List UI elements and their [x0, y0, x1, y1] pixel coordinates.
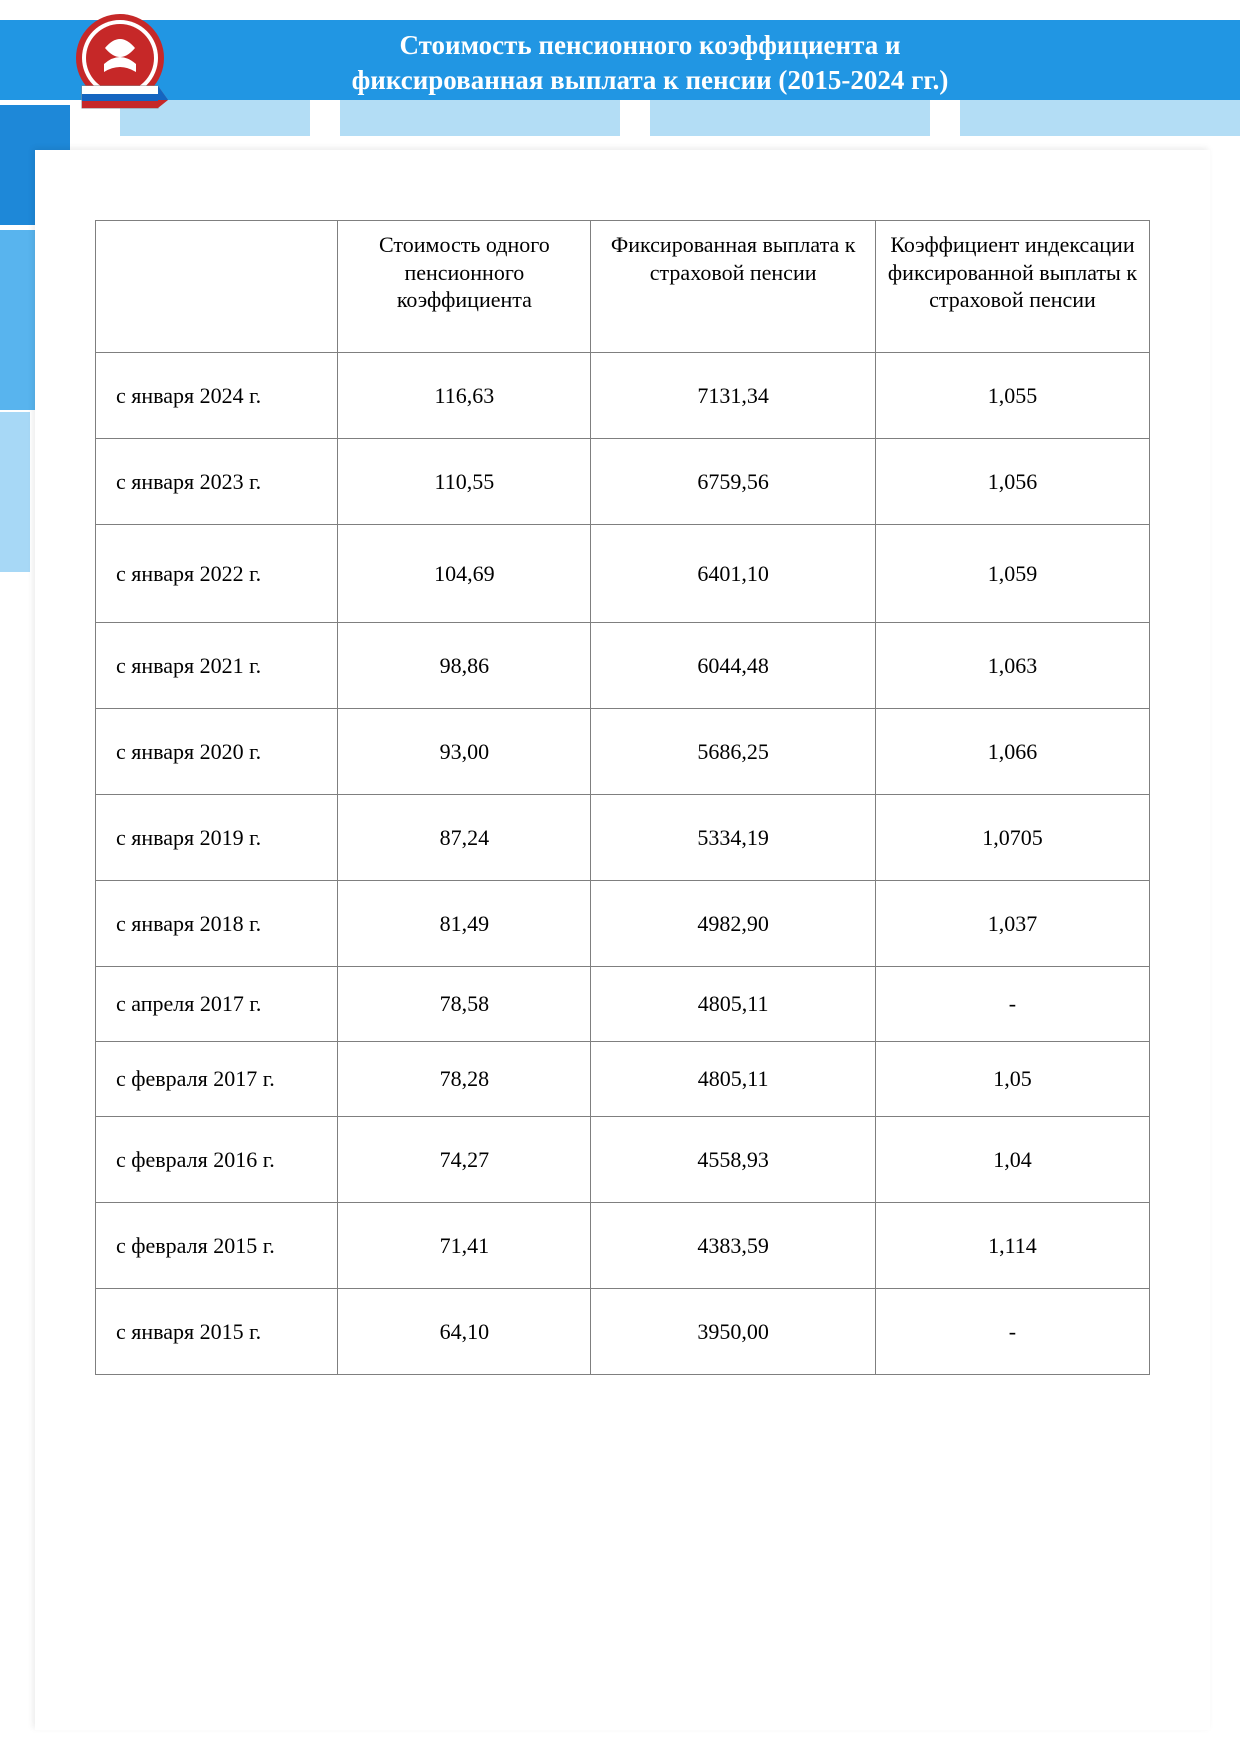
table-row: с января 2024 г.116,637131,341,055	[96, 353, 1150, 439]
col-header-index: Коэффициент индексации фиксированной вып…	[875, 221, 1149, 353]
cell-fixed-payment: 4982,90	[591, 881, 876, 967]
decor-band	[650, 100, 930, 136]
table-row: с января 2015 г.64,103950,00-	[96, 1289, 1150, 1375]
cell-fixed-payment: 4805,11	[591, 1042, 876, 1117]
cell-fixed-payment: 6759,56	[591, 439, 876, 525]
cell-coefficient: 104,69	[338, 525, 591, 623]
cell-coefficient: 81,49	[338, 881, 591, 967]
cell-index: 1,05	[875, 1042, 1149, 1117]
cell-coefficient: 64,10	[338, 1289, 591, 1375]
cell-coefficient: 87,24	[338, 795, 591, 881]
cell-coefficient: 78,58	[338, 967, 591, 1042]
table-row: с января 2020 г.93,005686,251,066	[96, 709, 1150, 795]
cell-coefficient: 71,41	[338, 1203, 591, 1289]
decor-band	[340, 100, 620, 136]
cell-index: 1,037	[875, 881, 1149, 967]
cell-coefficient: 116,63	[338, 353, 591, 439]
cell-period: с января 2020 г.	[96, 709, 338, 795]
cell-period: с февраля 2015 г.	[96, 1203, 338, 1289]
cell-fixed-payment: 4558,93	[591, 1117, 876, 1203]
cell-period: с января 2024 г.	[96, 353, 338, 439]
cell-period: с января 2022 г.	[96, 525, 338, 623]
col-header-period	[96, 221, 338, 353]
cell-coefficient: 110,55	[338, 439, 591, 525]
cell-index: 1,04	[875, 1117, 1149, 1203]
col-header-coefficient: Стоимость одного пенсионного коэффициент…	[338, 221, 591, 353]
col-header-fixed-payment: Фиксированная выплата к страховой пенсии	[591, 221, 876, 353]
cell-fixed-payment: 6401,10	[591, 525, 876, 623]
table-row: с февраля 2017 г.78,284805,111,05	[96, 1042, 1150, 1117]
cell-period: с января 2021 г.	[96, 623, 338, 709]
title-line-2: фиксированная выплата к пенсии (2015-202…	[200, 63, 1100, 98]
cell-period: с апреля 2017 г.	[96, 967, 338, 1042]
cell-index: 1,063	[875, 623, 1149, 709]
decor-band	[960, 100, 1240, 136]
cell-fixed-payment: 7131,34	[591, 353, 876, 439]
decor-side-block	[0, 412, 30, 572]
cell-index: 1,056	[875, 439, 1149, 525]
cell-index: -	[875, 967, 1149, 1042]
table-row: с февраля 2016 г.74,274558,931,04	[96, 1117, 1150, 1203]
cell-index: 1,059	[875, 525, 1149, 623]
table-row: с января 2021 г.98,866044,481,063	[96, 623, 1150, 709]
cell-index: -	[875, 1289, 1149, 1375]
cell-index: 1,055	[875, 353, 1149, 439]
cell-fixed-payment: 5686,25	[591, 709, 876, 795]
table-row: с апреля 2017 г.78,584805,11-	[96, 967, 1150, 1042]
table-row: с января 2023 г.110,556759,561,056	[96, 439, 1150, 525]
cell-index: 1,0705	[875, 795, 1149, 881]
cell-index: 1,114	[875, 1203, 1149, 1289]
cell-fixed-payment: 4805,11	[591, 967, 876, 1042]
cell-period: с января 2018 г.	[96, 881, 338, 967]
cell-fixed-payment: 6044,48	[591, 623, 876, 709]
table-row: с января 2022 г.104,696401,101,059	[96, 525, 1150, 623]
table-row: с января 2019 г.87,245334,191,0705	[96, 795, 1150, 881]
cell-period: с января 2019 г.	[96, 795, 338, 881]
cell-period: с января 2015 г.	[96, 1289, 338, 1375]
page-sheet: Стоимость одного пенсионного коэффициент…	[35, 150, 1210, 1730]
cell-fixed-payment: 3950,00	[591, 1289, 876, 1375]
table-header-row: Стоимость одного пенсионного коэффициент…	[96, 221, 1150, 353]
cell-coefficient: 74,27	[338, 1117, 591, 1203]
page-title: Стоимость пенсионного коэффициента и фик…	[200, 28, 1100, 98]
cell-period: с февраля 2017 г.	[96, 1042, 338, 1117]
cell-fixed-payment: 4383,59	[591, 1203, 876, 1289]
pension-table: Стоимость одного пенсионного коэффициент…	[95, 220, 1150, 1375]
cell-fixed-payment: 5334,19	[591, 795, 876, 881]
cell-index: 1,066	[875, 709, 1149, 795]
table-row: с января 2018 г.81,494982,901,037	[96, 881, 1150, 967]
table-row: с февраля 2015 г.71,414383,591,114	[96, 1203, 1150, 1289]
cell-coefficient: 78,28	[338, 1042, 591, 1117]
cell-coefficient: 93,00	[338, 709, 591, 795]
title-line-1: Стоимость пенсионного коэффициента и	[200, 28, 1100, 63]
cell-coefficient: 98,86	[338, 623, 591, 709]
cell-period: с января 2023 г.	[96, 439, 338, 525]
cell-period: с февраля 2016 г.	[96, 1117, 338, 1203]
pfr-logo-icon	[60, 8, 180, 128]
